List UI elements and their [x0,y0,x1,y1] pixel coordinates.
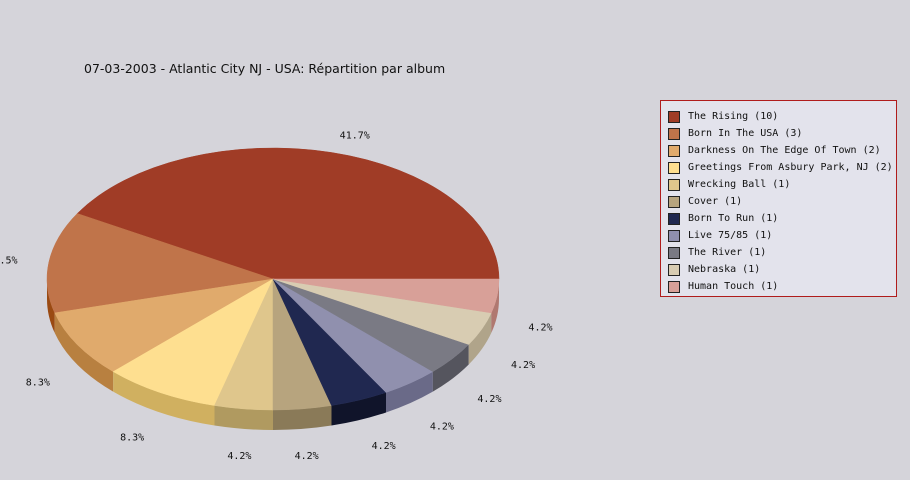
pie-side-wall [468,312,492,365]
slice-percent-label: 4.2% [430,421,454,432]
legend-label: Nebraska (1) [688,264,761,275]
legend-label: Cover (1) [688,196,743,207]
pie-slice [112,278,274,406]
legend-label: The Rising (10) [688,111,779,122]
pie-slice [46,213,274,314]
legend-label: Wrecking Ball (1) [688,179,791,190]
slice-percent-label: 4.2% [477,394,501,405]
pie-side-wall [113,371,215,426]
legend-swatch [668,178,680,191]
legend-item: The Rising (10) [661,108,896,125]
pie-side-wall [491,279,499,333]
legend: The Rising (10) Born In The USA (3) Darkne… [660,100,897,297]
pie-slice [54,278,274,372]
pie-side-wall [386,371,433,413]
legend-swatch [668,212,680,225]
pie-side-wall [47,279,55,333]
slice-percent-label: 8.3% [120,432,144,443]
legend-label: Human Touch (1) [688,281,779,292]
legend-swatch [668,161,680,174]
legend-label: The River (1) [688,247,767,258]
legend-label: Live 75/85 (1) [688,230,773,241]
slice-percent-label: 4.2% [295,451,319,462]
legend-item: Cover (1) [661,193,896,210]
legend-item: Human Touch (1) [661,278,896,295]
legend-swatch [668,127,680,140]
legend-label: Darkness On The Edge Of Town (2) [688,145,881,156]
legend-swatch [668,144,680,157]
legend-swatch [668,195,680,208]
pie-side-wall [273,405,332,430]
chart-title: 07-03-2003 - Atlantic City NJ - USA: Rép… [84,61,446,76]
legend-item: Born To Run (1) [661,210,896,227]
slice-percent-label: 8.3% [26,378,50,389]
legend-item: Wrecking Ball (1) [661,176,896,193]
slice-percent-label: 4.2% [372,441,396,452]
slice-percent-label: 4.2% [227,451,251,462]
legend-item: Born In The USA (3) [661,125,896,142]
legend-swatch [668,229,680,242]
legend-item: Greetings From Asbury Park, NJ (2) [661,159,896,176]
legend-label: Greetings From Asbury Park, NJ (2) [688,162,893,173]
legend-item: Darkness On The Edge Of Town (2) [661,142,896,159]
legend-swatch [668,246,680,259]
legend-item: The River (1) [661,244,896,261]
slice-percent-label: 4.2% [528,322,552,333]
pie-side-wall [214,405,273,430]
legend-item: Nebraska (1) [661,261,896,278]
slice-percent-label: 4.2% [511,360,535,371]
legend-swatch [668,110,680,123]
pie-slice [76,147,500,280]
legend-item: Live 75/85 (1) [661,227,896,244]
pie-slice [272,278,500,314]
pie-side-wall [331,392,386,426]
pie-side-wall [432,344,469,392]
slice-percent-label: 12.5% [0,256,18,267]
legend-label: Born To Run (1) [688,213,779,224]
pie-side-wall [54,312,114,392]
slice-percent-label: 41.7% [340,131,370,142]
legend-swatch [668,263,680,276]
legend-label: Born In The USA (3) [688,128,803,139]
legend-swatch [668,280,680,293]
